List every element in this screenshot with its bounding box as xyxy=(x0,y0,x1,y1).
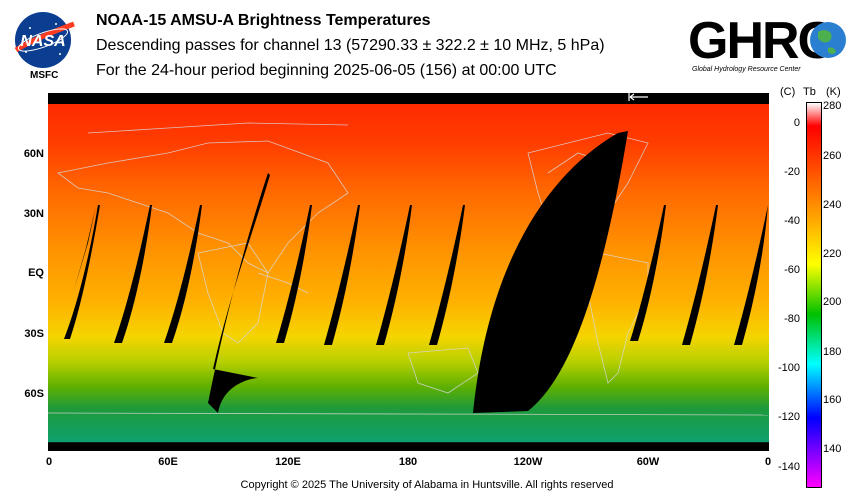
colorbar-tick-c-minus60: -60 xyxy=(784,264,800,276)
lon-label-180: 180 xyxy=(398,456,418,468)
copyright-notice: Copyright © 2025 The University of Alaba… xyxy=(240,479,614,491)
map-background xyxy=(48,93,769,451)
colorbar-tick-k-260: 260 xyxy=(823,150,842,162)
colorbar-tick-c-0: 0 xyxy=(793,117,800,129)
colorbar-tick-c-minus120: -120 xyxy=(777,411,800,423)
chart-subtitle: Descending passes for channel 13 (57290.… xyxy=(96,37,605,54)
colorbar xyxy=(806,102,822,488)
colorbar-header-k: (K) xyxy=(826,86,841,98)
lat-label-60s: 60S xyxy=(24,388,44,400)
ghrc-subtitle: Global Hydrology Resource Center xyxy=(692,66,801,73)
colorbar-tick-c-minus80: -80 xyxy=(784,313,800,325)
lon-label-60e: 60E xyxy=(158,456,178,468)
lon-label-0-left: 0 xyxy=(45,456,53,468)
lat-label-60n: 60N xyxy=(23,148,44,160)
coastlines xyxy=(48,122,769,416)
lon-label-120e: 120E xyxy=(275,456,301,468)
colorbar-tick-c-minus40: -40 xyxy=(784,215,800,227)
lon-label-0-right: 0 xyxy=(764,456,772,468)
ghrc-logo: GHRC xyxy=(688,12,846,70)
colorbar-tick-c-minus100: -100 xyxy=(777,362,800,374)
colorbar-tick-c-minus140: -140 xyxy=(777,461,800,473)
nasa-logo: NASA xyxy=(14,12,75,68)
chart-period: For the 24-hour period beginning 2025-06… xyxy=(96,62,557,79)
lat-label-30n: 30N xyxy=(23,208,44,220)
chart-title: NOAA-15 AMSU-A Brightness Temperatures xyxy=(96,12,431,29)
nasa-logo-text: NASA xyxy=(20,33,65,50)
colorbar-header-c: (C) xyxy=(780,86,796,98)
colorbar-tick-k-180: 180 xyxy=(823,346,842,358)
lat-label-eq: EQ xyxy=(28,267,44,279)
lon-label-120w: 120W xyxy=(513,456,543,468)
arrow-icon xyxy=(628,93,648,101)
swath-gaps xyxy=(63,131,768,413)
colorbar-tick-k-220: 220 xyxy=(823,248,842,260)
msfc-label: MSFC xyxy=(30,70,59,81)
colorbar-tick-k-140: 140 xyxy=(823,443,842,455)
colorbar-tick-k-240: 240 xyxy=(823,199,842,211)
colorbar-tick-k-160: 160 xyxy=(823,394,842,406)
colorbar-tick-k-280: 280 xyxy=(823,100,842,112)
colorbar-tick-c-minus20: -20 xyxy=(784,166,800,178)
colorbar-tick-k-200: 200 xyxy=(823,296,842,308)
lon-label-60w: 60W xyxy=(636,456,660,468)
brightness-temperature-map xyxy=(48,93,769,451)
colorbar-header-tb: Tb xyxy=(803,86,816,98)
lat-label-30s: 30S xyxy=(24,328,44,340)
